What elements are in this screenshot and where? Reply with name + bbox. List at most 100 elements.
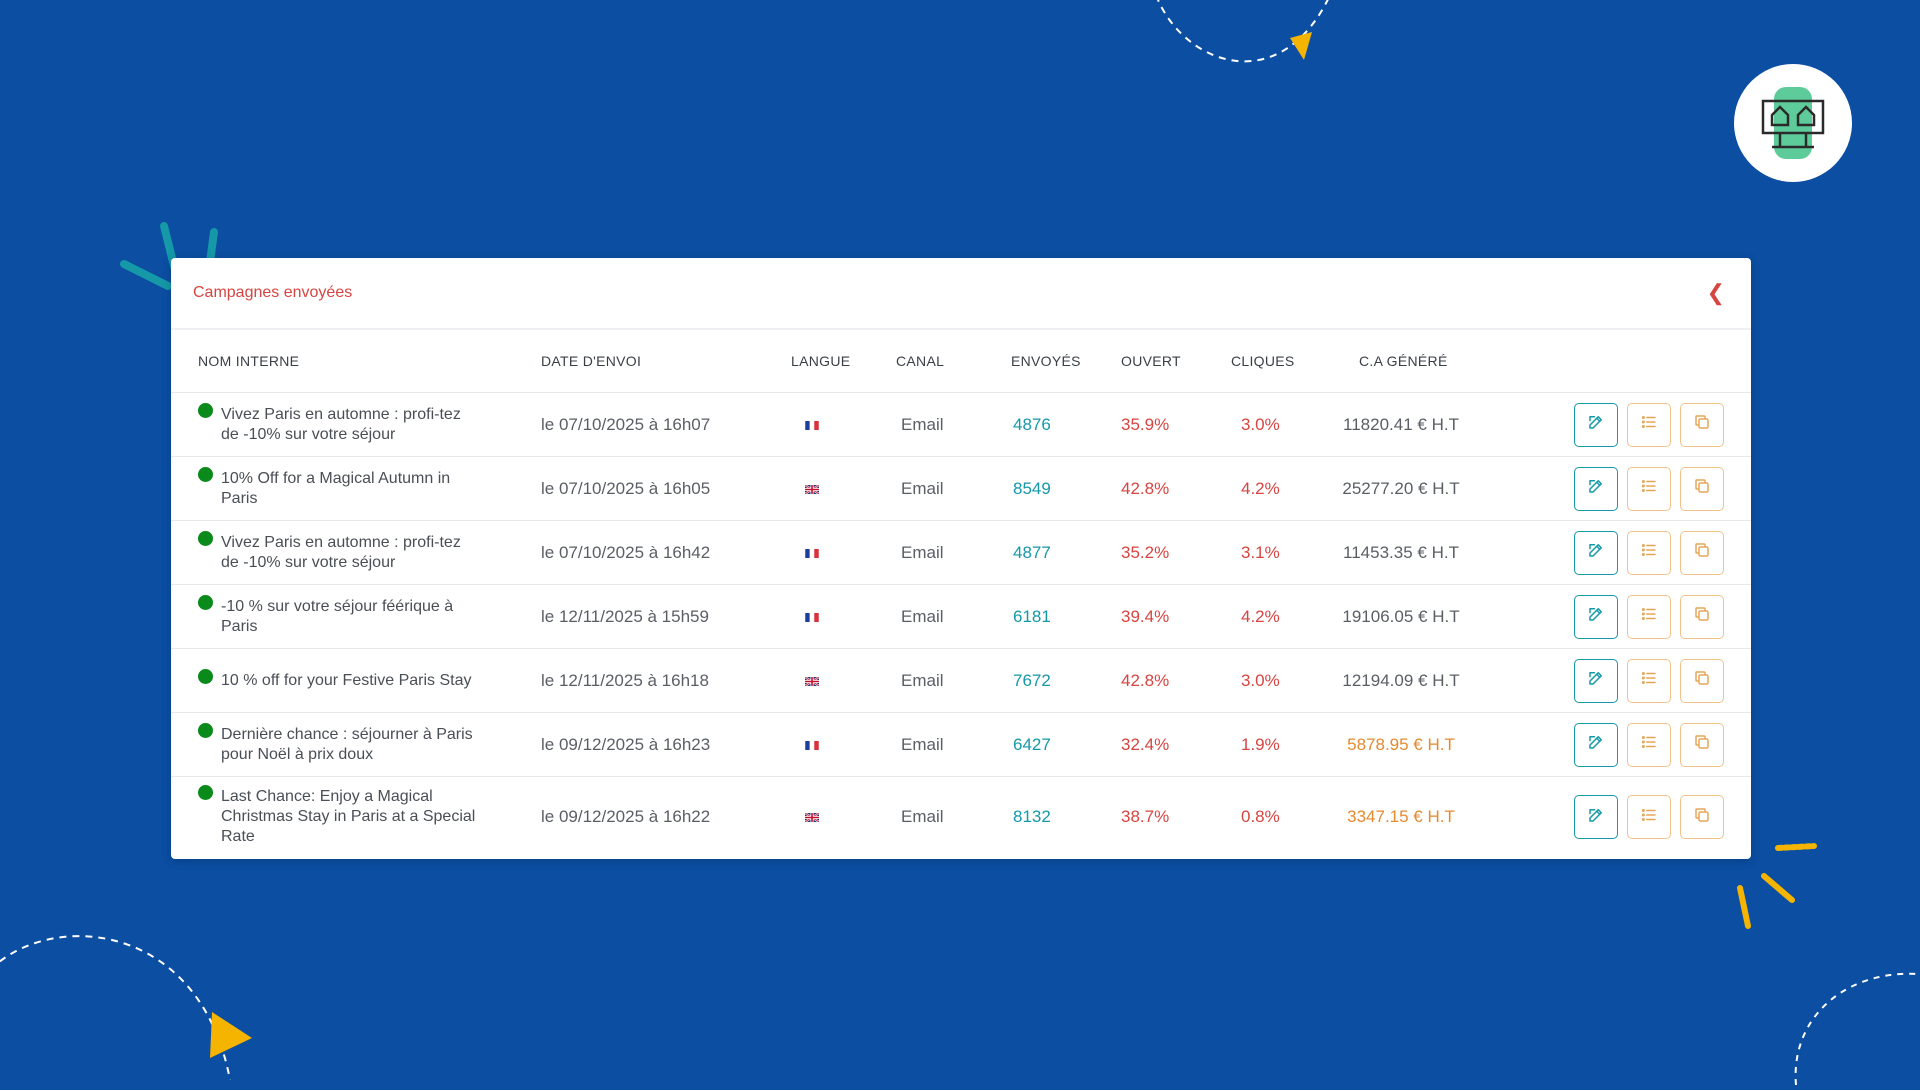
cell-lang (771, 392, 891, 457)
col-header-canal: CANAL (891, 330, 991, 393)
campaigns-panel: Campagnes envoyées ❮ NOM INTERNE DATE D'… (171, 258, 1751, 859)
details-button[interactable] (1627, 530, 1671, 575)
cell-actions (1481, 648, 1751, 713)
edit-icon (1587, 669, 1605, 692)
details-button[interactable] (1627, 402, 1671, 447)
cell-clicks: 3.1% (1211, 520, 1321, 585)
cell-sent: 8132 (1013, 807, 1051, 826)
details-button[interactable] (1627, 466, 1671, 511)
cell-name: Vivez Paris en automne : profi-tez de -1… (171, 392, 541, 457)
cell-actions (1481, 712, 1751, 777)
details-button[interactable] (1627, 594, 1671, 639)
cell-sent: 6427 (991, 712, 1101, 777)
panel-title: Campagnes envoyées (193, 284, 353, 301)
cell-name: 10% Off for a Magical Autumn in Paris (171, 456, 541, 521)
cell-revenue: 25277.20 € H.T (1321, 456, 1481, 521)
cell-lang (771, 456, 891, 521)
cell-actions (1481, 584, 1751, 649)
flag-fr-icon (805, 740, 819, 750)
list-icon (1640, 541, 1658, 564)
cell-sent: 8549 (991, 456, 1101, 521)
duplicate-button[interactable] (1680, 594, 1724, 639)
campaign-name: Vivez Paris en automne : profi-tez de -1… (221, 405, 461, 443)
duplicate-button[interactable] (1680, 722, 1724, 767)
status-dot-icon (198, 402, 213, 418)
cell-sent: 7672 (991, 648, 1101, 713)
edit-button[interactable] (1574, 466, 1618, 511)
copy-icon (1693, 806, 1711, 829)
table-row: Last Chance: Enjoy a Magical Christmas S… (171, 777, 1751, 858)
campaigns-table: NOM INTERNE DATE D'ENVOI LANGUE CANAL EN… (171, 330, 1751, 857)
cell-clicks: 4.2% (1211, 584, 1321, 649)
col-header-name: NOM INTERNE (171, 330, 541, 393)
list-icon (1640, 477, 1658, 500)
copy-icon (1693, 413, 1711, 436)
edit-icon (1587, 806, 1605, 829)
edit-button[interactable] (1574, 722, 1618, 767)
duplicate-button[interactable] (1680, 466, 1724, 511)
duplicate-button[interactable] (1680, 795, 1724, 839)
cell-actions (1481, 777, 1751, 858)
status-dot-icon (198, 785, 213, 800)
cell-date: le 07/10/2025 à 16h42 (541, 520, 771, 585)
duplicate-button[interactable] (1680, 402, 1724, 447)
col-header-revenue: C.A GÉNÉRÉ (1321, 330, 1481, 393)
duplicate-button[interactable] (1680, 530, 1724, 575)
cell-actions (1481, 456, 1751, 521)
flag-uk-icon (805, 484, 819, 494)
houses-logo-icon (1761, 87, 1825, 159)
campaign-name: -10 % sur votre séjour féérique à Paris (221, 597, 454, 635)
table-header-row: NOM INTERNE DATE D'ENVOI LANGUE CANAL EN… (171, 330, 1751, 393)
list-icon (1640, 733, 1658, 756)
edit-icon (1587, 733, 1605, 756)
flag-uk-icon (805, 813, 819, 823)
status-dot-icon (198, 594, 213, 610)
campaign-name: Vivez Paris en automne : profi-tez de -1… (221, 533, 461, 571)
status-dot-icon (198, 668, 213, 684)
cell-canal: Email (891, 456, 991, 521)
copy-icon (1693, 733, 1711, 756)
col-header-open: OUVERT (1101, 330, 1211, 393)
cell-open: 35.2% (1101, 520, 1211, 585)
cell-date: le 09/12/2025 à 16h22 (541, 807, 711, 826)
cell-open: 39.4% (1101, 584, 1211, 649)
cell-lang (771, 777, 891, 858)
cell-canal: Email (891, 712, 991, 777)
details-button[interactable] (1627, 722, 1671, 767)
campaign-name: Dernière chance : séjourner à Paris pour… (221, 725, 473, 763)
cell-lang (771, 712, 891, 777)
cell-name: Vivez Paris en automne : profi-tez de -1… (171, 520, 541, 585)
chevron-left-icon[interactable]: ❮ (1706, 280, 1725, 305)
list-icon (1640, 806, 1658, 829)
edit-button[interactable] (1574, 594, 1618, 639)
cell-revenue: 5878.95 € H.T (1321, 712, 1481, 777)
list-icon (1640, 605, 1658, 628)
status-dot-icon (198, 722, 213, 738)
col-header-actions (1481, 330, 1751, 393)
edit-button[interactable] (1574, 530, 1618, 575)
table-row: -10 % sur votre séjour féérique à Paris … (171, 584, 1751, 649)
cell-clicks: 0.8% (1241, 807, 1280, 826)
cell-canal: Email (891, 648, 991, 713)
details-button[interactable] (1627, 658, 1671, 703)
cell-sent: 6181 (991, 584, 1101, 649)
edit-button[interactable] (1574, 658, 1618, 703)
cell-lang (771, 648, 891, 713)
logo-badge (1734, 64, 1852, 182)
duplicate-button[interactable] (1680, 658, 1724, 703)
flag-fr-icon (805, 612, 819, 622)
edit-button[interactable] (1574, 402, 1618, 447)
details-button[interactable] (1627, 795, 1671, 839)
campaign-name: Last Chance: Enjoy a Magical Christmas S… (221, 788, 476, 845)
status-dot-icon (198, 466, 213, 482)
edit-button[interactable] (1574, 795, 1618, 839)
cell-date: le 09/12/2025 à 16h23 (541, 712, 771, 777)
edit-icon (1587, 413, 1605, 436)
cell-date: le 07/10/2025 à 16h05 (541, 456, 771, 521)
cell-sent: 4877 (991, 520, 1101, 585)
table-row: Vivez Paris en automne : profi-tez de -1… (171, 520, 1751, 585)
dashed-arc-bottom-right (1794, 972, 1920, 1085)
edit-icon (1587, 477, 1605, 500)
cell-revenue: 11820.41 € H.T (1321, 392, 1481, 457)
col-header-date: DATE D'ENVOI (541, 330, 771, 393)
